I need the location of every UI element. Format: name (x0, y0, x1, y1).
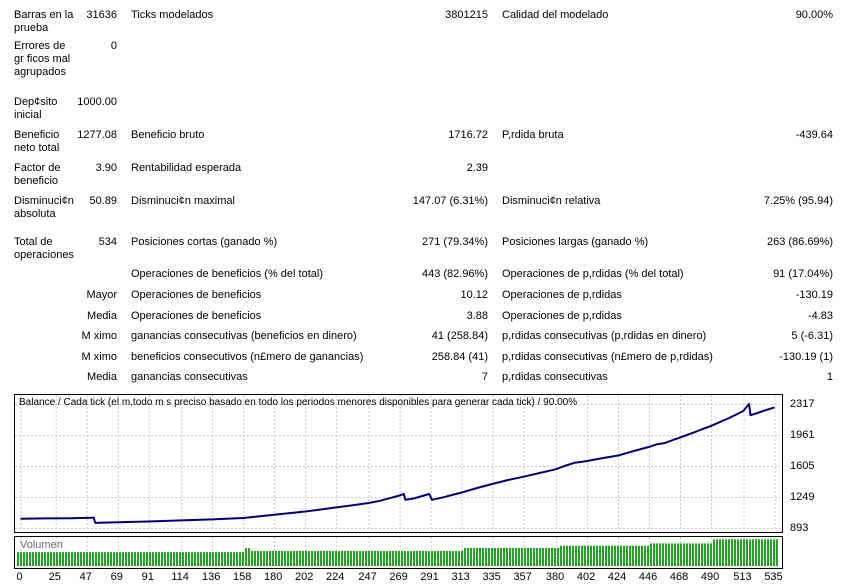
stat-label: Factor de beneficio (14, 162, 61, 187)
stat-label: ganancias consecutivas (131, 371, 248, 383)
stat-value: 7 (481, 371, 488, 383)
stat-label: beneficios consecutivos (n£mero de ganan… (131, 351, 364, 363)
x-axis-tick: 291 (420, 571, 439, 583)
x-axis-tick: 25 (48, 571, 61, 583)
balance-line (20, 402, 775, 524)
x-axis-tick: 202 (295, 571, 314, 583)
volume-bars-chart (17, 537, 778, 566)
stat-value: 1000.00 (77, 96, 117, 108)
stat-label: Operaciones de beneficios (% del total) (131, 268, 323, 280)
x-axis-tick: 513 (733, 571, 752, 583)
stat-value: 1716.72 (448, 129, 488, 141)
balance-line-chart (15, 395, 780, 530)
stat-label: ganancias consecutivas (beneficios en di… (131, 330, 357, 342)
stat-label: Posiciones largas (ganado %) (502, 236, 649, 248)
stat-value: -439.64 (795, 129, 833, 141)
stat-value: -130.19 (1) (779, 351, 833, 363)
stat-label: p,rdidas consecutivas (502, 371, 608, 383)
x-axis-tick: 114 (171, 571, 189, 583)
stat-label: Beneficio neto total (14, 129, 60, 154)
stat-label: Calidad del modelado (502, 9, 609, 21)
x-axis-tick: 402 (576, 571, 596, 583)
x-axis-tick: 269 (389, 571, 408, 583)
stat-label: Errores de gr ficos mal agrupados (14, 40, 71, 78)
stat-value: 3.90 (95, 162, 117, 174)
x-axis-tick: 313 (451, 571, 470, 583)
stat-label: Dep¢sito inicial (14, 96, 58, 121)
stat-value: M ximo (81, 351, 117, 363)
stat-value: 50.89 (89, 195, 117, 207)
stat-label: Barras en la prueba (14, 9, 74, 34)
stat-value: Media (87, 371, 117, 383)
x-axis-tick: 335 (482, 571, 501, 583)
x-axis-tick: 158 (232, 571, 252, 583)
x-axis-tick: 47 (79, 571, 92, 583)
stat-label: Disminuci¢n maximal (131, 195, 235, 207)
stat-value: 91 (17.04%) (773, 268, 833, 280)
x-axis-tick: 424 (607, 571, 627, 583)
x-axis-tick: 69 (110, 571, 123, 583)
stat-label: p,rdidas consecutivas (p,rdidas en diner… (502, 330, 707, 342)
stat-value: 10.12 (460, 289, 488, 301)
x-axis-tick: 490 (700, 571, 720, 583)
x-axis-tick: 446 (638, 571, 658, 583)
volume-chart-pane: Volumen (14, 536, 783, 569)
stat-label: Operaciones de p,rdidas (% del total) (502, 268, 684, 280)
x-axis-tick: 247 (358, 571, 377, 583)
balance-chart-pane: Balance / Cada tick (el m,todo m s preci… (14, 394, 783, 533)
stat-value: 5 (-6.31) (791, 330, 833, 342)
stat-value: -4.83 (807, 310, 833, 322)
y-axis-tick: 1249 (790, 491, 815, 503)
y-axis-tick: 1961 (790, 429, 815, 441)
stat-value: 1277.08 (77, 129, 117, 141)
stat-label: Total de operaciones (14, 236, 74, 261)
x-axis-tick: 0 (16, 571, 23, 583)
stat-label: Beneficio bruto (131, 129, 205, 141)
stat-label: Operaciones de beneficios (131, 310, 262, 322)
stat-label: Operaciones de beneficios (131, 289, 262, 301)
chart-title: Balance / Cada tick (el m,todo m s preci… (19, 397, 578, 408)
stat-value: 3801215 (445, 9, 488, 21)
stat-value: 271 (79.34%) (421, 236, 488, 248)
volume-label: Volumen (20, 539, 63, 551)
x-axis-tick: 180 (263, 571, 283, 583)
stat-value: 258.84 (41) (431, 351, 488, 363)
x-axis-tick: 468 (669, 571, 689, 583)
x-axis-tick: 91 (141, 571, 154, 583)
x-axis-tick: 136 (201, 571, 221, 583)
stat-value: 7.25% (95.94) (763, 195, 833, 207)
stat-value: 147.07 (6.31%) (412, 195, 488, 207)
y-axis-tick: 893 (790, 522, 809, 534)
x-axis-tick: 535 (764, 571, 783, 583)
stat-label: Rentabilidad esperada (131, 162, 242, 174)
stat-label: Operaciones de p,rdidas (502, 310, 622, 322)
stat-label: Disminuci¢n absoluta (14, 195, 74, 220)
stat-value: 3.88 (466, 310, 488, 322)
y-axis-tick: 1605 (790, 460, 815, 472)
stat-value: 41 (258.84) (431, 330, 488, 342)
stat-value: Media (87, 310, 117, 322)
stat-value: 90.00% (795, 9, 833, 21)
stat-label: Posiciones cortas (ganado %) (131, 236, 278, 248)
stat-label: Operaciones de p,rdidas (502, 289, 622, 301)
x-axis-tick: 224 (326, 571, 345, 583)
stat-value: 443 (82.96%) (421, 268, 488, 280)
stat-value: 31636 (86, 9, 117, 21)
stat-value: 1 (826, 371, 833, 383)
stat-value: 0 (110, 40, 117, 52)
x-axis-tick: 380 (545, 571, 565, 583)
stat-value: 263 (86.69%) (766, 236, 833, 248)
y-axis-tick: 2317 (790, 398, 815, 410)
stat-value: M ximo (81, 330, 117, 342)
stat-label: Disminuci¢n relativa (502, 195, 601, 207)
stat-value: 2.39 (466, 162, 488, 174)
stat-label: P,rdida bruta (502, 129, 564, 141)
stat-value: -130.19 (795, 289, 833, 301)
stat-label: p,rdidas consecutivas (n£mero de p,rdida… (502, 351, 713, 363)
x-axis-tick: 357 (513, 571, 532, 583)
stat-value: Mayor (86, 289, 117, 301)
stat-label: Ticks modelados (131, 9, 214, 21)
stat-value: 534 (98, 236, 117, 248)
